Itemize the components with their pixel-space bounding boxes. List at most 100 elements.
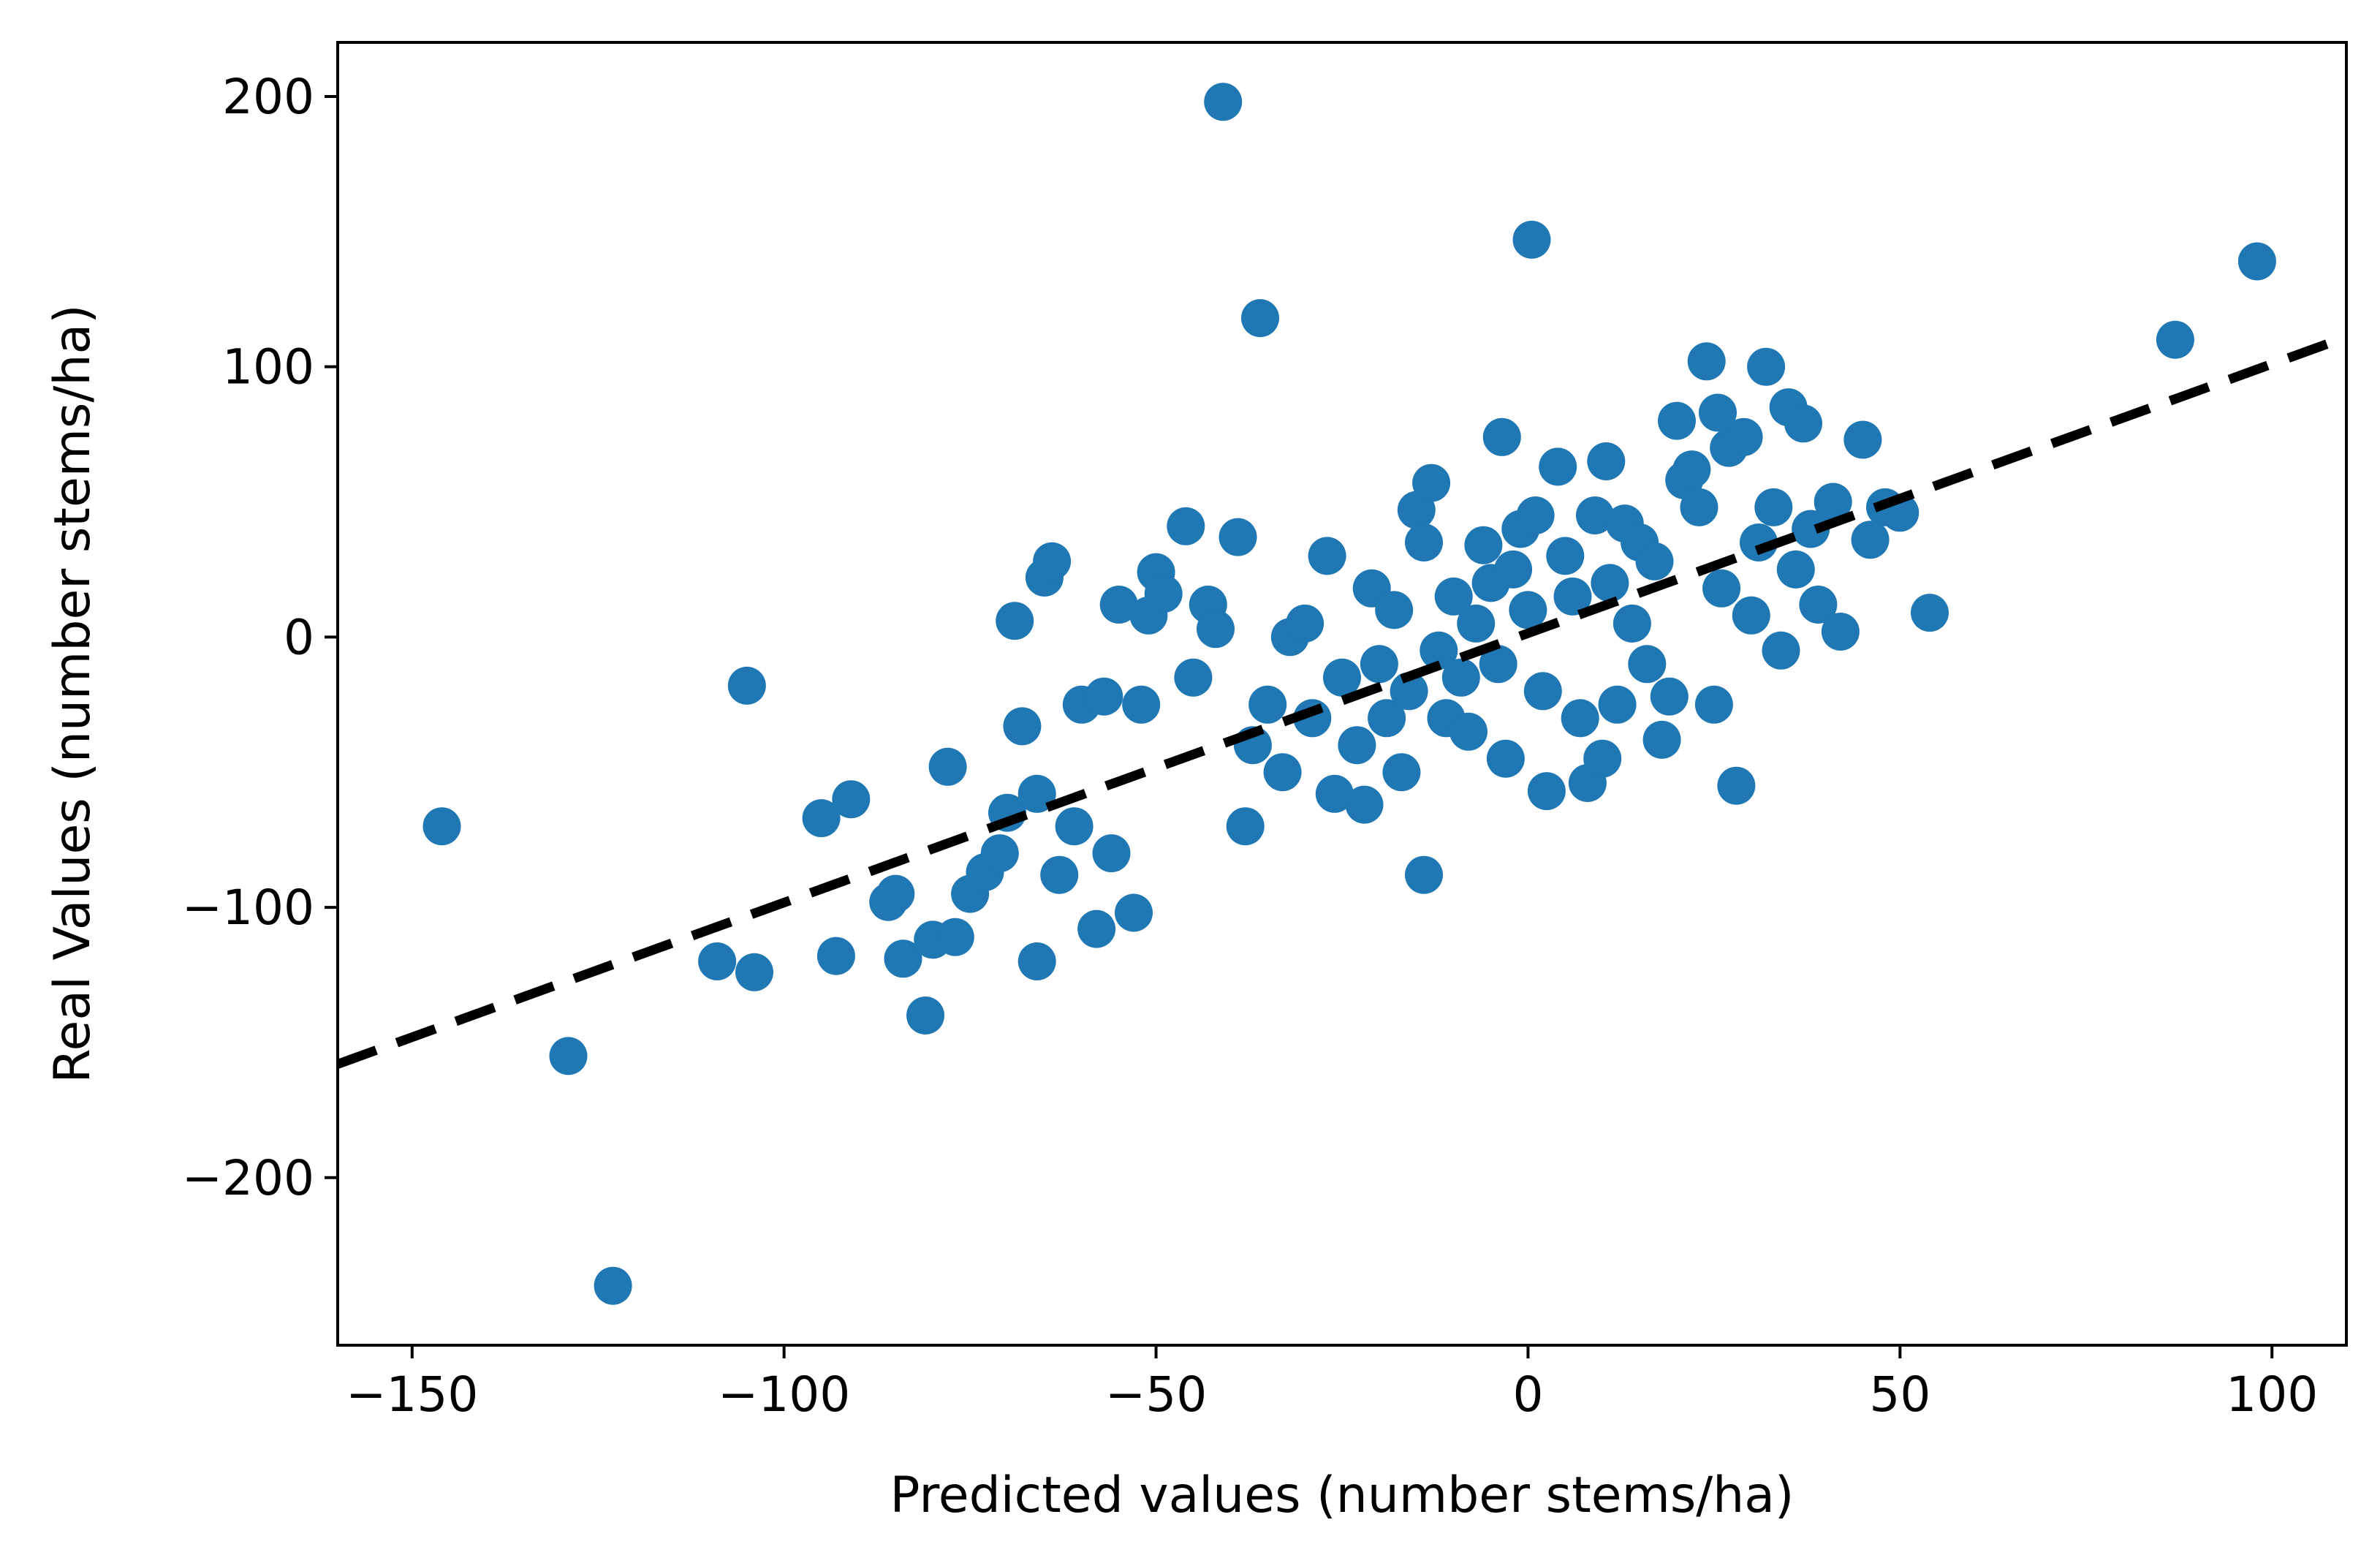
data-point-122 (1784, 404, 1822, 443)
data-point-88 (1546, 537, 1585, 575)
data-point-12 (832, 780, 871, 819)
data-point-89 (1553, 577, 1592, 616)
data-point-55 (1308, 537, 1346, 575)
data-point-127 (1843, 420, 1882, 459)
data-point-59 (1345, 785, 1384, 824)
data-point-16 (884, 939, 922, 978)
data-point-107 (1680, 488, 1718, 526)
data-point-101 (1635, 542, 1674, 580)
data-point-63 (1375, 591, 1414, 629)
data-point-102 (1642, 720, 1681, 759)
data-point-27 (1017, 942, 1056, 980)
data-point-36 (1092, 834, 1131, 873)
data-point-86 (1527, 772, 1566, 811)
data-point-69 (1412, 464, 1451, 502)
data-point-119 (1762, 631, 1800, 670)
data-point-1 (1512, 220, 1551, 259)
data-point-2 (1241, 299, 1279, 338)
points-layer (422, 83, 2276, 1305)
data-point-3 (2237, 242, 2276, 281)
y-tick-label: −200 (182, 1150, 314, 1206)
data-point-111 (1702, 569, 1741, 608)
data-point-75 (1457, 604, 1496, 643)
data-point-11 (802, 799, 841, 838)
data-point-30 (1033, 542, 1072, 580)
data-point-57 (1323, 658, 1361, 697)
data-point-23 (980, 834, 1019, 873)
data-point-108 (1687, 342, 1726, 381)
data-point-47 (1219, 518, 1257, 556)
data-point-76 (1464, 526, 1503, 564)
data-point-46 (1197, 610, 1235, 648)
data-point-64 (1382, 753, 1421, 792)
data-point-31 (1040, 855, 1079, 894)
data-point-34 (1077, 909, 1116, 948)
data-point-68 (1405, 523, 1443, 561)
data-point-109 (1694, 685, 1733, 724)
data-point-80 (1486, 739, 1525, 778)
data-point-94 (1587, 442, 1626, 480)
data-point-92 (1576, 496, 1614, 534)
y-tick-label: 100 (222, 339, 314, 396)
data-point-13 (816, 937, 855, 975)
data-point-98 (1612, 604, 1651, 643)
data-point-56 (1315, 774, 1354, 813)
data-point-51 (1263, 753, 1302, 792)
data-point-106 (1672, 450, 1711, 489)
data-point-7 (594, 1266, 632, 1305)
y-tick-label: 200 (222, 69, 314, 125)
data-point-79 (1482, 417, 1521, 456)
data-point-43 (1167, 507, 1205, 545)
x-tick-label: −100 (718, 1366, 850, 1423)
reference-line (338, 332, 2346, 1069)
data-point-6 (549, 1037, 588, 1075)
data-point-4 (2156, 320, 2194, 359)
data-point-10 (735, 953, 773, 991)
data-point-0 (1204, 83, 1243, 121)
data-point-110 (1699, 393, 1737, 432)
data-point-44 (1174, 658, 1213, 697)
data-point-48 (1226, 807, 1265, 846)
reference-line-layer (338, 332, 2346, 1069)
data-point-38 (1115, 893, 1153, 932)
data-point-74 (1449, 712, 1488, 751)
x-tick-label: 0 (1512, 1366, 1543, 1423)
data-point-5 (422, 807, 461, 846)
data-point-126 (1821, 613, 1860, 651)
data-point-90 (1561, 699, 1599, 738)
data-point-70 (1420, 631, 1458, 670)
y-axis-label: Real Values (number stems/ha) (44, 304, 102, 1083)
data-point-116 (1740, 523, 1778, 561)
data-point-100 (1628, 645, 1667, 684)
data-point-8 (727, 666, 766, 705)
data-point-96 (1598, 685, 1637, 724)
data-point-95 (1591, 564, 1629, 602)
data-point-39 (1122, 685, 1161, 724)
plot-frame (336, 41, 2348, 1347)
data-point-124 (1799, 586, 1838, 624)
y-tick-label: −100 (182, 880, 314, 936)
data-point-62 (1368, 699, 1406, 738)
data-point-72 (1434, 577, 1473, 616)
data-point-61 (1360, 645, 1398, 684)
data-point-118 (1754, 488, 1793, 526)
data-point-115 (1732, 596, 1770, 635)
x-tick-label: 50 (1869, 1366, 1930, 1423)
data-point-103 (1650, 677, 1689, 716)
data-point-128 (1851, 521, 1890, 559)
data-point-65 (1390, 672, 1428, 711)
x-axis-label: Predicted values (number stems/ha) (890, 1467, 1795, 1524)
data-point-83 (1509, 591, 1547, 629)
data-point-15 (876, 874, 915, 913)
x-axis: −150 −100 −50 0 50 100 (346, 1345, 2318, 1423)
data-point-25 (996, 602, 1034, 640)
x-tick-label: −50 (1105, 1366, 1207, 1423)
data-point-42 (1144, 575, 1183, 613)
data-point-113 (1717, 766, 1756, 805)
data-point-131 (1911, 594, 1949, 632)
data-point-35 (1085, 677, 1123, 716)
data-point-104 (1658, 401, 1696, 440)
data-point-93 (1583, 739, 1622, 778)
